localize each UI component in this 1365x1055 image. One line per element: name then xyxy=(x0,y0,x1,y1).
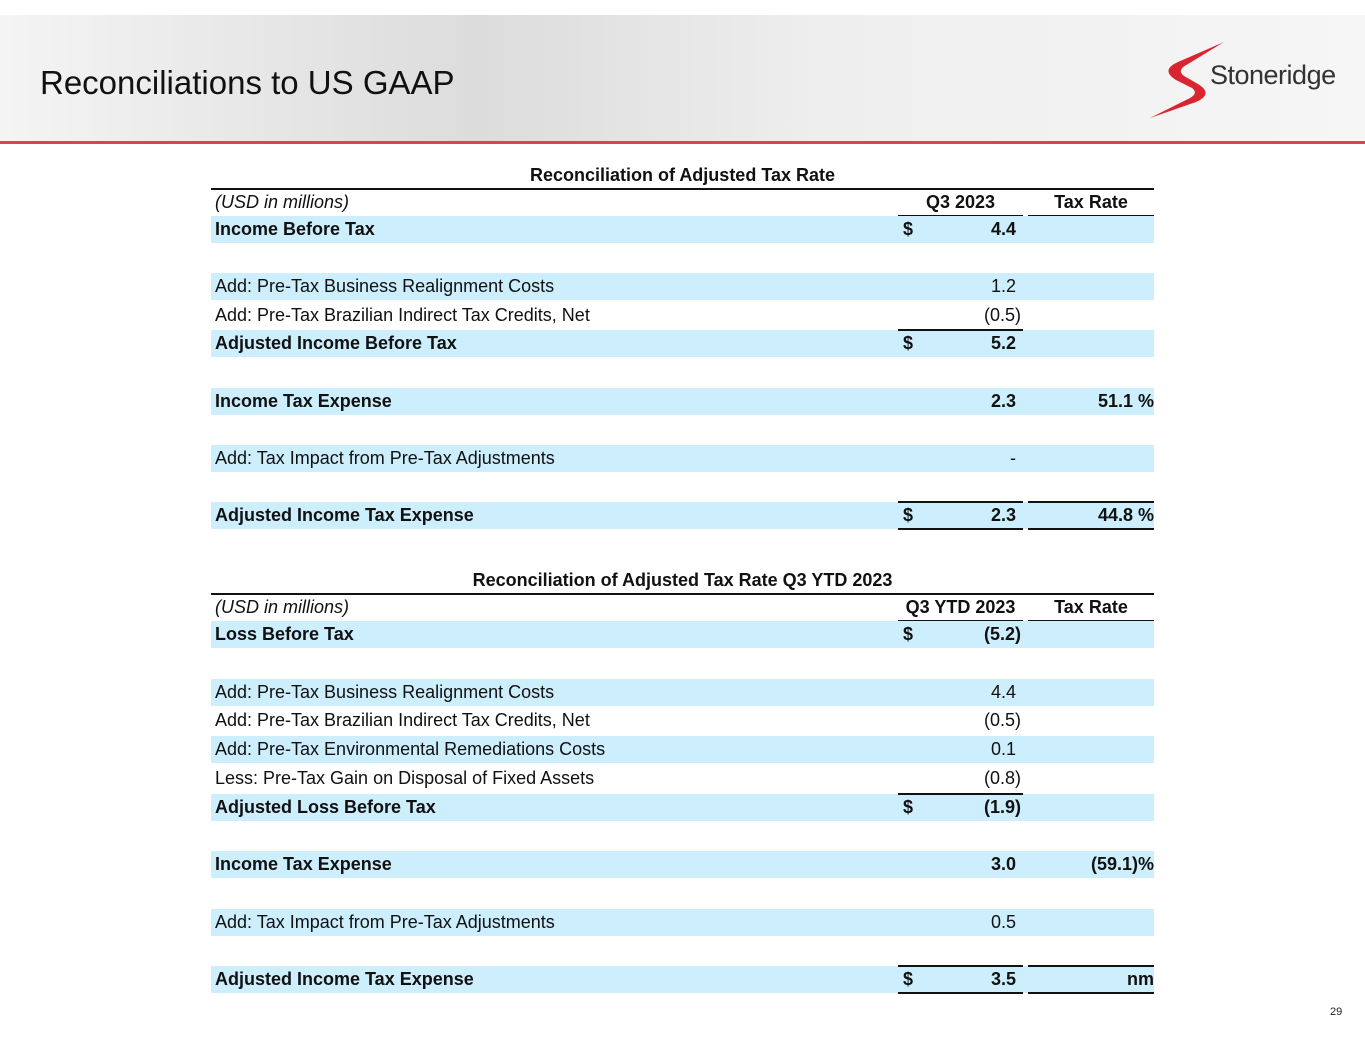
row-shade xyxy=(211,621,1154,648)
row-value: (0.5) xyxy=(983,710,1021,731)
row-value: 0.5 xyxy=(990,911,1016,932)
column-header: Tax Rate xyxy=(1054,192,1128,212)
row-shade xyxy=(211,966,1154,993)
value-rule xyxy=(898,528,1023,530)
page-number: 29 xyxy=(1330,1006,1343,1018)
currency-sign: $ xyxy=(903,333,914,354)
row-label: Add: Pre-Tax Business Realignment Costs xyxy=(215,681,555,702)
row-shade xyxy=(211,387,1154,415)
value-rule xyxy=(898,792,1023,795)
row-value: - xyxy=(1010,447,1016,468)
row-shade xyxy=(211,678,1154,706)
slide-title: Reconciliations to US GAAP xyxy=(40,64,455,101)
row-value: 1.2 xyxy=(990,276,1016,297)
row-label: Income Before Tax xyxy=(215,219,375,239)
row-label: Loss Before Tax xyxy=(215,624,354,644)
row-rate: 51.1 % xyxy=(1097,390,1154,411)
row-value: 2.3 xyxy=(990,390,1016,411)
row-label: Adjusted Income Tax Expense xyxy=(215,969,474,989)
currency-sign: $ xyxy=(903,796,914,817)
row-value: (1.9) xyxy=(983,796,1021,817)
row-label: Adjusted Loss Before Tax xyxy=(215,796,436,817)
row-value: 2.3 xyxy=(990,505,1016,525)
row-label: Add: Pre-Tax Business Realignment Costs xyxy=(215,276,555,297)
row-label: Less: Pre-Tax Gain on Disposal of Fixed … xyxy=(215,767,595,788)
row-value: 4.4 xyxy=(990,219,1016,239)
row-shade xyxy=(211,216,1154,243)
currency-sign: $ xyxy=(903,219,914,239)
value-rule xyxy=(898,992,1023,994)
currency-sign: $ xyxy=(903,969,914,989)
row-value: (0.5) xyxy=(983,304,1021,325)
value-rule xyxy=(898,965,1023,967)
column-header: Q3 YTD 2023 xyxy=(905,597,1016,617)
rate-rule xyxy=(1028,501,1154,503)
row-rate: 44.8 % xyxy=(1097,505,1154,525)
row-shade xyxy=(211,851,1154,878)
row-label: Income Tax Expense xyxy=(215,854,392,874)
row-label: Adjusted Income Before Tax xyxy=(215,333,457,354)
rate-rule xyxy=(1028,965,1154,967)
row-shade xyxy=(211,444,1154,472)
row-rate: (59.1)% xyxy=(1090,854,1154,874)
row-shade xyxy=(211,330,1154,358)
header-rule xyxy=(0,141,1365,144)
row-label: Adjusted Income Tax Expense xyxy=(215,505,474,525)
row-shade xyxy=(211,793,1154,821)
logo-mark xyxy=(1150,42,1224,118)
row-value: (0.8) xyxy=(983,767,1021,788)
row-value: 3.5 xyxy=(990,969,1016,989)
row-shade xyxy=(211,908,1154,936)
rate-rule xyxy=(1028,528,1154,530)
row-label: Income Tax Expense xyxy=(215,390,392,411)
row-shade xyxy=(211,502,1154,529)
table-title: Reconciliation of Adjusted Tax Rate xyxy=(529,165,836,185)
currency-sign: $ xyxy=(903,624,914,644)
row-label: Add: Pre-Tax Brazilian Indirect Tax Cred… xyxy=(215,710,590,731)
column-header: Q3 2023 xyxy=(925,192,996,212)
row-shade xyxy=(211,736,1154,763)
header-band xyxy=(0,15,1365,141)
row-value: 5.2 xyxy=(990,333,1016,354)
row-label: Add: Tax Impact from Pre-Tax Adjustments xyxy=(215,911,555,932)
row-value: (5.2) xyxy=(983,624,1021,644)
column-header: (USD in millions) xyxy=(215,192,350,212)
currency-sign: $ xyxy=(903,505,914,525)
value-rule xyxy=(898,329,1023,332)
row-label: Add: Pre-Tax Environmental Remediations … xyxy=(215,739,606,759)
table-title: Reconciliation of Adjusted Tax Rate Q3 Y… xyxy=(472,570,893,590)
logo-text: Stoneridge xyxy=(1210,60,1336,90)
row-value: 3.0 xyxy=(990,854,1016,874)
row-label: Add: Pre-Tax Brazilian Indirect Tax Cred… xyxy=(215,304,590,325)
row-label: Add: Tax Impact from Pre-Tax Adjustments xyxy=(215,447,555,468)
column-header: (USD in millions) xyxy=(215,597,350,617)
title-rule xyxy=(211,188,1154,190)
column-header: Tax Rate xyxy=(1054,597,1128,617)
row-value: 0.1 xyxy=(990,739,1016,759)
row-shade xyxy=(211,273,1154,301)
value-rule xyxy=(898,501,1023,503)
title-rule xyxy=(211,593,1154,595)
row-rate: nm xyxy=(1127,969,1154,989)
rate-rule xyxy=(1028,992,1154,994)
row-value: 4.4 xyxy=(990,681,1016,702)
